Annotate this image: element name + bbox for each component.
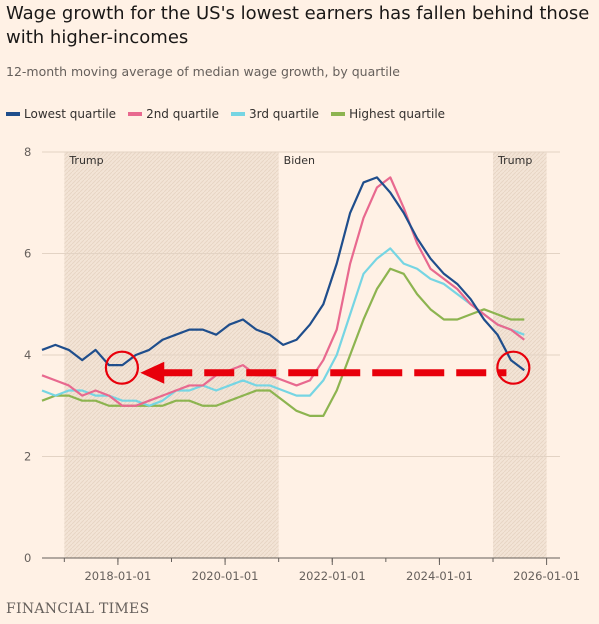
y-tick-label-8: 8 xyxy=(24,145,31,159)
circle-right xyxy=(496,350,531,385)
series-line-1 xyxy=(41,176,525,407)
y-tick-label-0: 0 xyxy=(24,551,31,565)
circle-left xyxy=(104,350,140,385)
legend-label-2nd: 2nd quartile xyxy=(146,107,219,121)
legend-label-3rd: 3rd quartile xyxy=(249,107,320,121)
legend-swatch-2nd xyxy=(128,112,143,116)
period-label-2: Trump xyxy=(497,154,532,167)
legend-swatch-highest xyxy=(331,112,346,116)
chart-title: Wage growth for the US's lowest earners … xyxy=(6,3,590,48)
chart-subtitle: 12-month moving average of median wage g… xyxy=(6,64,400,79)
y-tick-label-6: 6 xyxy=(24,247,31,261)
y-tick-label-4: 4 xyxy=(24,348,31,362)
legend-item-lowest: Lowest quartile xyxy=(6,107,116,121)
legend-item-2nd: 2nd quartile xyxy=(128,107,219,121)
gridlines xyxy=(42,151,560,559)
legend-swatch-3rd xyxy=(231,112,245,116)
x-axis: 2018-01-01 2020-01-01 2022-01-01 2024-01-01… xyxy=(63,558,580,583)
legend: Lowest quartile 2nd quartile 3rd quartil… xyxy=(6,107,445,121)
legend-label-highest: Highest quartile xyxy=(349,107,446,121)
y-axis: 0 2 4 6 8 xyxy=(24,145,31,565)
legend-label-lowest: Lowest quartile xyxy=(24,107,117,121)
period-labels: Trump Biden Trump xyxy=(68,154,532,167)
legend-item-highest: Highest quartile xyxy=(331,107,445,121)
x-tick-label-0: 2018-01-01 xyxy=(84,569,151,583)
series-line-2 xyxy=(41,247,525,407)
series-line-0 xyxy=(41,176,525,372)
period-label-1: Biden xyxy=(284,154,315,167)
y-tick-label-2: 2 xyxy=(24,450,31,464)
period-label-0: Trump xyxy=(68,154,103,167)
x-tick-label-1: 2020-01-01 xyxy=(192,569,259,583)
x-tick-label-3: 2024-01-01 xyxy=(406,569,473,583)
series-lines xyxy=(41,176,525,417)
x-tick-label-4: 2026-01-01 xyxy=(513,569,580,583)
arrow-head xyxy=(140,361,165,384)
legend-swatch-lowest xyxy=(6,112,20,116)
annotations xyxy=(104,350,531,385)
line-chart: 2018-01-01 2020-01-01 2022-01-01 2024-01-01… xyxy=(24,145,580,583)
source-label: FINANCIAL TIMES xyxy=(6,601,150,617)
x-tick-label-2: 2022-01-01 xyxy=(299,569,366,583)
legend-item-3rd: 3rd quartile xyxy=(231,107,319,121)
